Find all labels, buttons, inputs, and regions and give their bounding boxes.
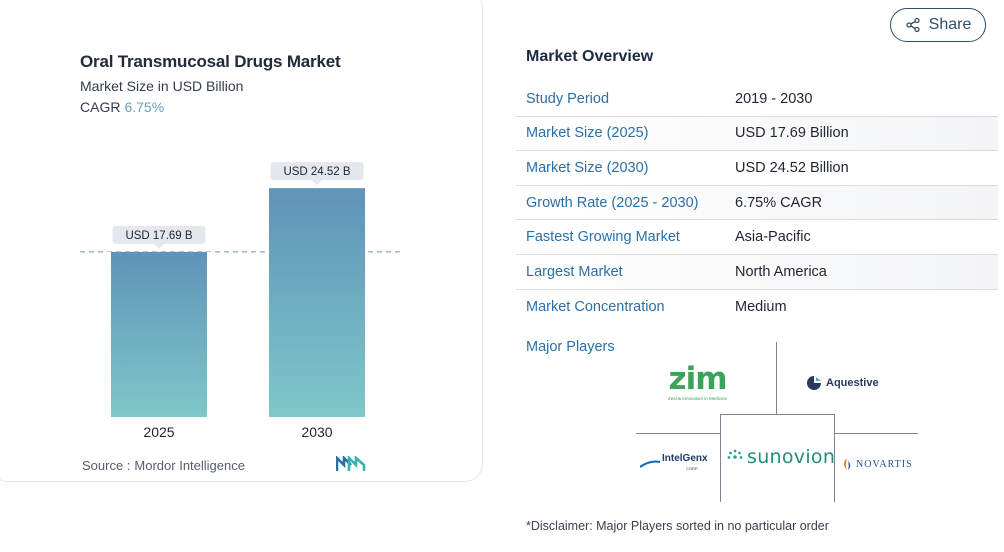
overview-title: Market Overview — [526, 48, 654, 65]
overview-row-growth-rate: Growth Rate (2025 - 2030) 6.75% CAGR — [516, 185, 998, 221]
share-button[interactable]: Share — [890, 8, 986, 42]
bar-chart: USD 17.69 B 2025 USD 24.52 B 2030 — [80, 162, 400, 440]
source-name: Mordor Intelligence — [134, 458, 245, 473]
overview-label: Largest Market — [526, 263, 623, 280]
novartis-flame-icon — [844, 458, 851, 470]
overview-row-study-period: Study Period 2019 - 2030 — [516, 82, 998, 117]
overview-value: USD 24.52 Billion — [735, 159, 849, 176]
intelgenx-text: IntelGenx CORP. — [662, 454, 708, 474]
overview-value: North America — [735, 263, 827, 280]
overview-value: 2019 - 2030 — [735, 90, 813, 107]
data-label: USD 24.52 B — [283, 166, 350, 178]
sunovion-wordmark: sunovion — [747, 446, 836, 468]
overview-value: 6.75% CAGR — [735, 194, 823, 211]
intelgenx-wordmark: IntelGenx — [662, 453, 708, 464]
overview-row-concentration: Market Concentration Medium — [516, 290, 998, 325]
overview-row-largest-market: Largest Market North America — [516, 254, 998, 290]
aquestive-icon — [807, 376, 821, 390]
x-tick-label: 2025 — [143, 424, 174, 440]
grid-divider — [720, 414, 834, 415]
grid-divider — [834, 414, 835, 502]
overview-label: Study Period — [526, 90, 610, 107]
overview-value: Medium — [735, 298, 787, 315]
zim-tagline: Zeal & Innovation in Medicine — [668, 396, 728, 401]
intelgenx-sub: CORP. — [686, 466, 699, 471]
cagr-label: CAGR — [80, 99, 121, 115]
overview-label: Market Concentration — [526, 298, 665, 315]
novartis-logo: NOVARTIS — [842, 458, 913, 470]
data-label: USD 17.69 B — [125, 230, 192, 242]
grid-divider — [834, 433, 918, 434]
cagr-value: 6.75% — [124, 99, 165, 115]
overview-value: Asia-Pacific — [735, 229, 811, 246]
sunovion-sun-icon — [727, 449, 743, 459]
overview-label: Market Size (2030) — [526, 159, 649, 176]
zim-wordmark: zim — [668, 361, 728, 397]
major-players-title: Major Players — [526, 339, 615, 355]
overview-label: Market Size (2025) — [526, 125, 649, 142]
overview-label: Fastest Growing Market — [526, 229, 680, 246]
data-label-bg — [270, 162, 364, 181]
novartis-wordmark: NOVARTIS — [856, 458, 913, 470]
aquestive-wordmark: Aquestive — [826, 377, 879, 389]
grid-divider — [720, 414, 721, 502]
disclaimer: *Disclaimer: Major Players sorted in no … — [526, 519, 829, 533]
chart-title: Oral Transmucosal Drugs Market — [80, 52, 341, 71]
overview-table: Study Period 2019 - 2030 Market Size (20… — [516, 82, 998, 324]
data-label-pointer — [312, 180, 322, 186]
source-note: Source : Mordor Intelligence — [82, 458, 245, 473]
x-tick-label: 2030 — [301, 424, 332, 440]
source-label: Source : — [82, 458, 131, 473]
zim-logo: zim Zeal & Innovation in Medicine — [668, 361, 728, 402]
chart-cagr: CAGR 6.75% — [80, 99, 164, 115]
intelgenx-logo: IntelGenx CORP. — [640, 454, 708, 474]
overview-row-fastest-growing: Fastest Growing Market Asia-Pacific — [516, 220, 998, 255]
intelgenx-swoosh-icon — [640, 460, 660, 468]
major-players-grid: zim Zeal & Innovation in Medicine Aquest… — [636, 342, 920, 502]
bar-2030 — [269, 188, 365, 417]
share-label: Share — [928, 16, 972, 33]
sunovion-logo: sunovion — [726, 446, 835, 468]
share-icon — [905, 17, 920, 33]
chart-card — [0, 0, 483, 482]
overview-row-market-size-2025: Market Size (2025) USD 17.69 Billion — [516, 116, 998, 152]
data-label-bg — [112, 225, 206, 244]
aquestive-logo: Aquestive — [806, 375, 879, 391]
overview-row-market-size-2030: Market Size (2030) USD 24.52 Billion — [516, 151, 998, 186]
grid-divider — [636, 433, 720, 434]
overview-label: Growth Rate (2025 - 2030) — [526, 194, 699, 211]
overview-value: USD 17.69 Billion — [735, 125, 849, 142]
grid-divider — [776, 342, 777, 414]
chart-subtitle: Market Size in USD Billion — [80, 78, 244, 94]
bar-2025 — [111, 251, 207, 417]
data-label-pointer — [154, 243, 164, 249]
mordor-logo-icon — [336, 456, 366, 471]
